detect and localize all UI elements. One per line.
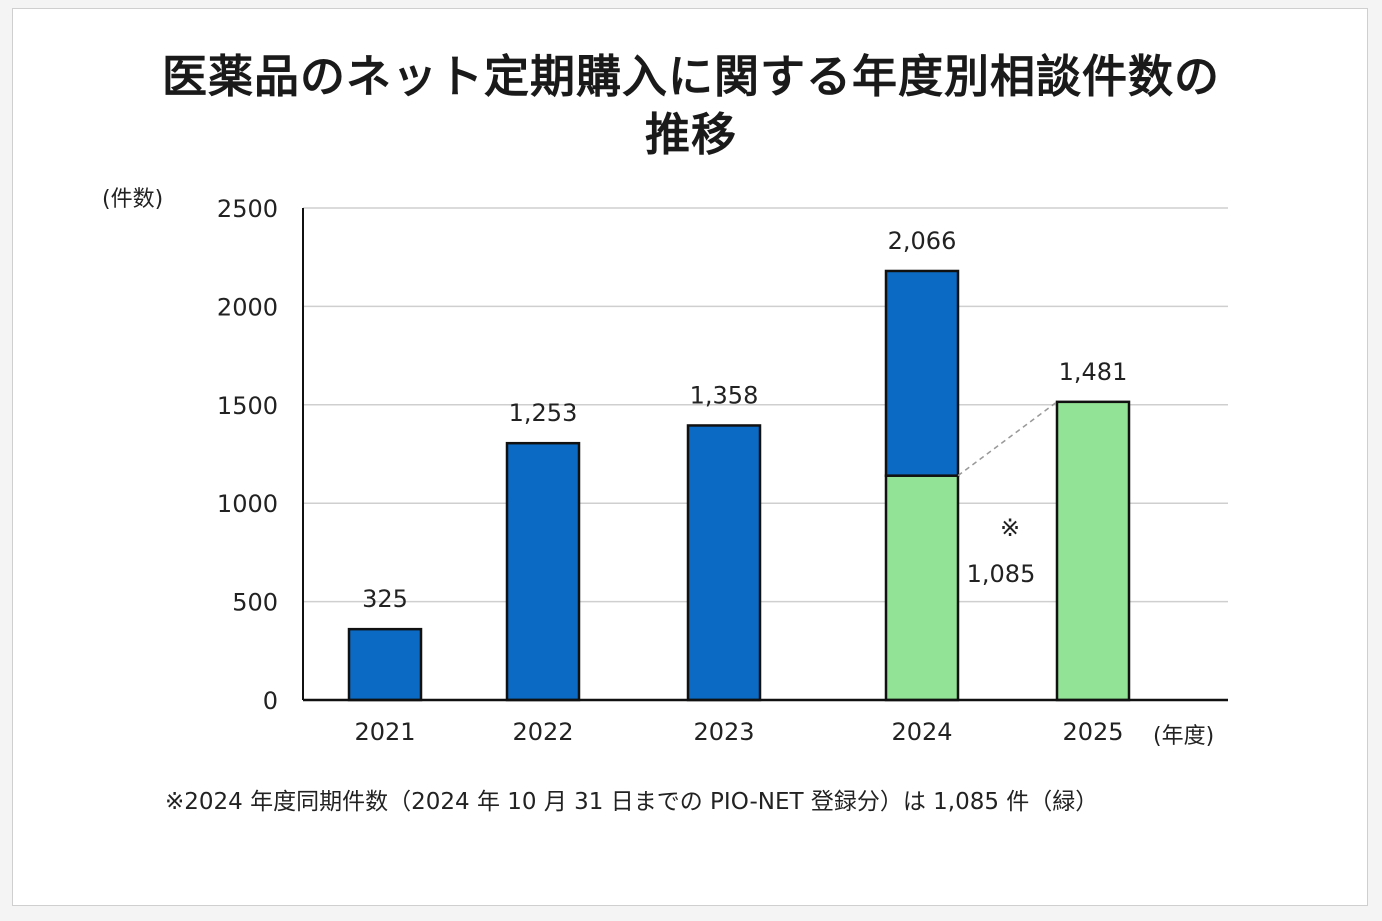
- y-tick-label: 500: [232, 589, 278, 617]
- chart-title: 医薬品のネット定期購入に関する年度別相談件数の 推移: [0, 48, 1382, 164]
- bar-blue: [505, 441, 581, 702]
- y-axis-label: (件数): [102, 187, 163, 212]
- annotation-mark: ※: [1000, 514, 1020, 542]
- bar-blue: [686, 424, 762, 702]
- data-label: 2,066: [888, 227, 957, 255]
- data-label: 1,481: [1059, 358, 1128, 386]
- data-label: 1,358: [690, 381, 759, 409]
- x-tick-label: 2021: [354, 718, 415, 746]
- bar-green: [884, 474, 960, 702]
- x-tick-label: 2024: [891, 718, 952, 746]
- y-tick-label: 2500: [217, 195, 278, 223]
- data-label: 325: [362, 585, 408, 613]
- bar-green: [1055, 400, 1131, 702]
- annotation-value: 1,085: [967, 560, 1036, 588]
- bar-blue: [884, 269, 960, 477]
- chart-footnote: ※2024 年度同期件数（2024 年 10 月 31 日までの PIO-NET…: [165, 789, 1099, 815]
- x-tick-label: 2025: [1062, 718, 1123, 746]
- bar-blue: [347, 627, 423, 702]
- chart-title-line-2: 推移: [644, 108, 737, 161]
- x-axis-label: (年度): [1153, 724, 1214, 749]
- y-tick-label: 2000: [217, 293, 278, 321]
- y-tick-label: 0: [263, 687, 278, 715]
- x-tick-label: 2022: [512, 718, 573, 746]
- y-tick-label: 1000: [217, 490, 278, 518]
- y-tick-label: 1500: [217, 392, 278, 420]
- dashed-connector: [957, 401, 1058, 477]
- data-label: 1,253: [509, 399, 578, 427]
- x-tick-label: 2023: [693, 718, 754, 746]
- chart-title-line-1: 医薬品のネット定期購入に関する年度別相談件数の: [161, 50, 1220, 103]
